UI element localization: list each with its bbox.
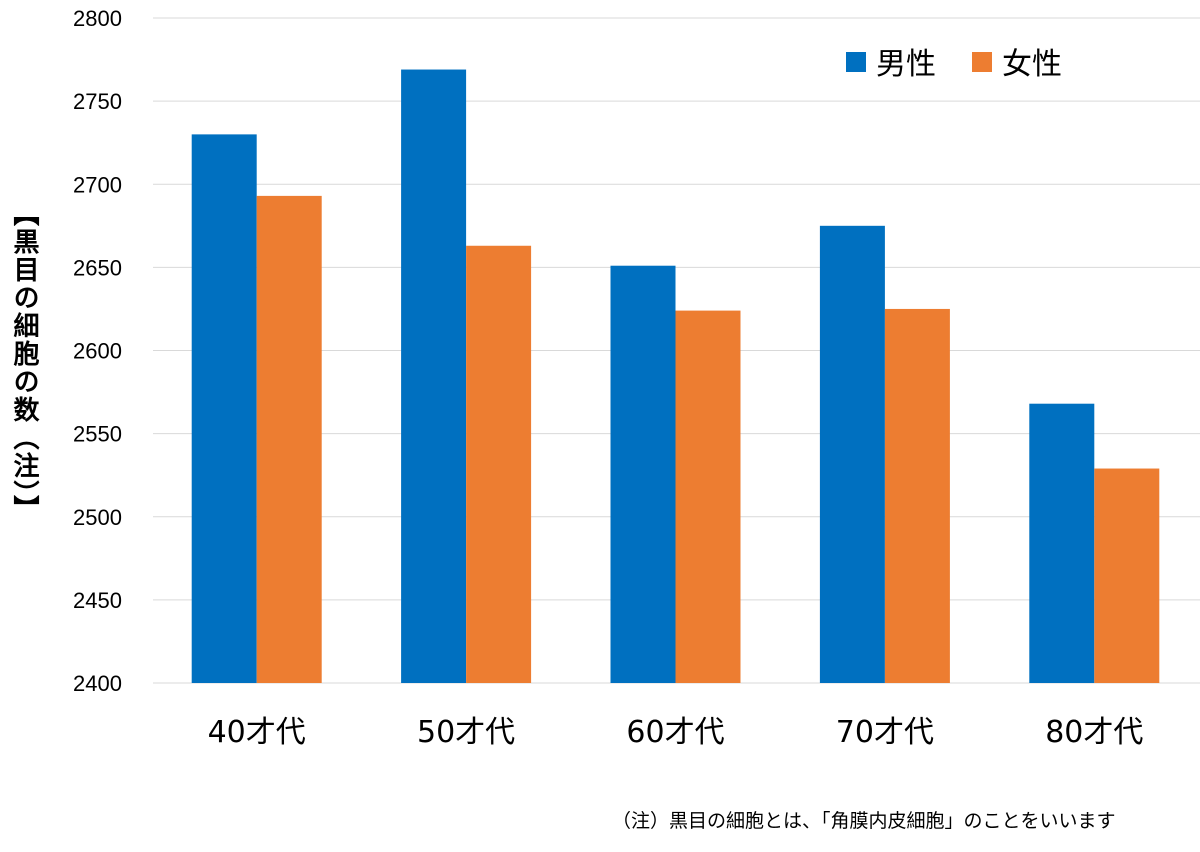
bar-female [1094, 468, 1160, 683]
y-tick-label: 2800 [73, 6, 122, 31]
bar-female [675, 310, 741, 683]
bar-male [610, 265, 676, 683]
y-tick-label: 2450 [73, 588, 122, 613]
y-tick-label: 2700 [73, 172, 122, 197]
bar-male [401, 69, 467, 684]
x-tick-label: 80才代 [1045, 715, 1143, 750]
y-axis-label: 【黒目の細胞の数（注）】 [9, 200, 39, 523]
bar-male [191, 134, 257, 683]
bar-female [466, 245, 532, 683]
y-tick-label: 2750 [73, 89, 122, 114]
footnote: （注）黒目の細胞とは、「角膜内皮細胞」のことをいいます [612, 810, 1116, 832]
x-tick-label: 50才代 [417, 715, 515, 750]
bar-female [256, 195, 322, 683]
bar-female [884, 308, 950, 683]
x-tick-label: 60才代 [626, 715, 724, 750]
bar-male [1029, 403, 1095, 683]
y-tick-label: 2550 [73, 422, 122, 447]
x-tick-label: 70才代 [836, 715, 934, 750]
bar-male [819, 225, 885, 683]
x-tick-label: 40才代 [208, 715, 306, 750]
legend-label: 男性 [876, 47, 936, 82]
y-tick-label: 2500 [73, 505, 122, 530]
legend-swatch [972, 52, 992, 72]
y-tick-label: 2600 [73, 339, 122, 364]
legend-label: 女性 [1002, 47, 1062, 82]
y-tick-label: 2650 [73, 255, 122, 280]
y-tick-label: 2400 [73, 671, 122, 696]
legend-swatch [846, 52, 866, 72]
